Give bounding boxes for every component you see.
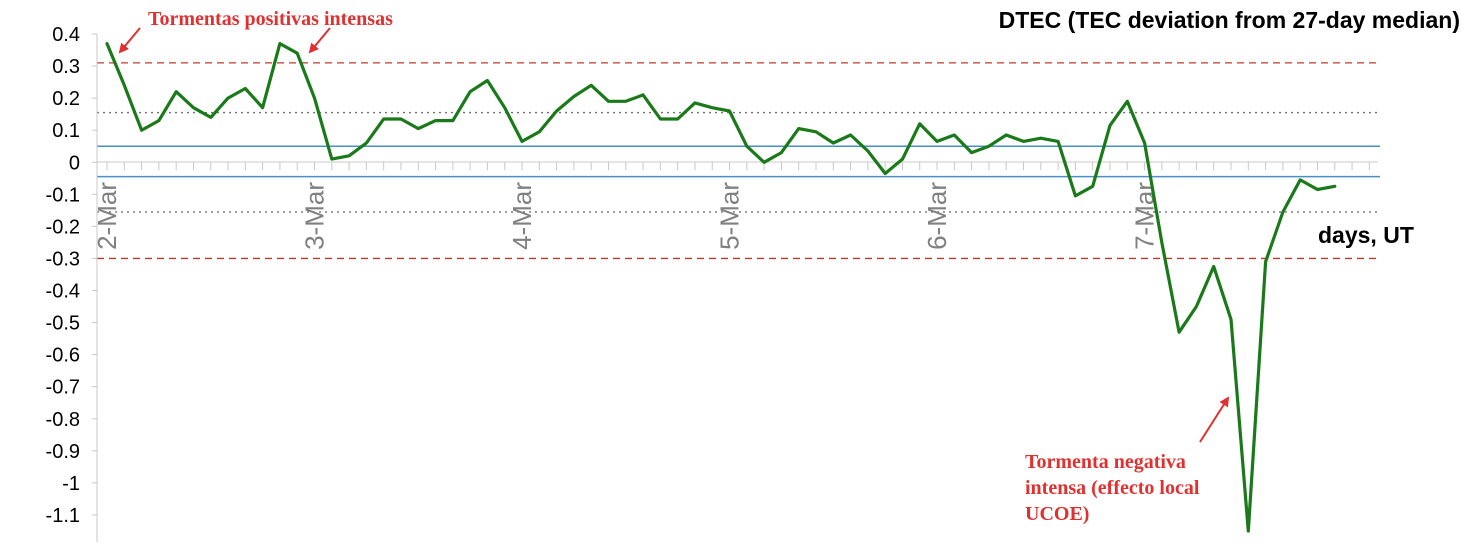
annotation-positive-storms: Tormentas positivas intensas	[118, 8, 393, 54]
x-tick-label: 2-Mar	[92, 182, 122, 250]
annotation-positive-storms-text: Tormentas positivas intensas	[148, 8, 393, 30]
axes	[96, 34, 1378, 542]
annotation-negative-storm-line-3: UCOE)	[1025, 503, 1089, 525]
annotation-negative-storm: Tormenta negativa intensa (effecto local…	[1025, 396, 1230, 525]
y-tick-label: 0.4	[52, 24, 80, 46]
series-group	[105, 41, 1337, 533]
x-tick-label: 3-Mar	[300, 182, 330, 250]
y-tick-label: 0.1	[52, 120, 80, 142]
annotation-arrow-up	[1199, 396, 1230, 443]
annotation-negative-storm-line-1: Tormenta negativa	[1025, 451, 1186, 473]
y-tick-label: 0	[69, 152, 80, 174]
y-tick-label: -0.6	[46, 345, 80, 367]
y-tick-label: -0.4	[46, 281, 80, 303]
x-tick-label: 7-Mar	[1130, 182, 1160, 250]
y-tick-label: -1.1	[46, 505, 80, 527]
y-tick-label: 0.3	[52, 56, 80, 78]
x-tick-label: 6-Mar	[922, 182, 952, 250]
x-tick-labels: 2-Mar 3-Mar 4-Mar 5-Mar 6-Mar 7-Mar	[92, 182, 1160, 250]
x-minor-ticks	[106, 162, 1370, 171]
x-tick-label: 4-Mar	[507, 182, 537, 250]
x-axis-label: days, UT	[1318, 222, 1414, 248]
y-tick-label: -1	[62, 473, 80, 495]
chart-title: DTEC (TEC deviation from 27-day median)	[999, 7, 1460, 33]
y-tick-label: -0.1	[46, 184, 80, 206]
y-tick-label: -0.9	[46, 441, 80, 463]
y-tick-label: -0.2	[46, 216, 80, 238]
y-tick-label: -0.5	[46, 313, 80, 335]
annotation-arrow-left	[118, 27, 141, 54]
y-tick-label: -0.3	[46, 248, 80, 270]
series-line-0	[105, 41, 1337, 533]
y-tick-label: -0.8	[46, 409, 80, 431]
annotation-arrow-right	[308, 27, 331, 54]
y-tick-label: 0.2	[52, 88, 80, 110]
y-tick-labels: 0.4 0.3 0.2 0.1 0 -0.1 -0.2 -0.3 -0.4 -0.5 -0.6 -0.…	[46, 24, 97, 527]
y-tick-label: -0.7	[46, 377, 80, 399]
annotation-negative-storm-line-2: intensa (effecto local	[1025, 477, 1200, 499]
x-tick-label: 5-Mar	[715, 182, 745, 250]
